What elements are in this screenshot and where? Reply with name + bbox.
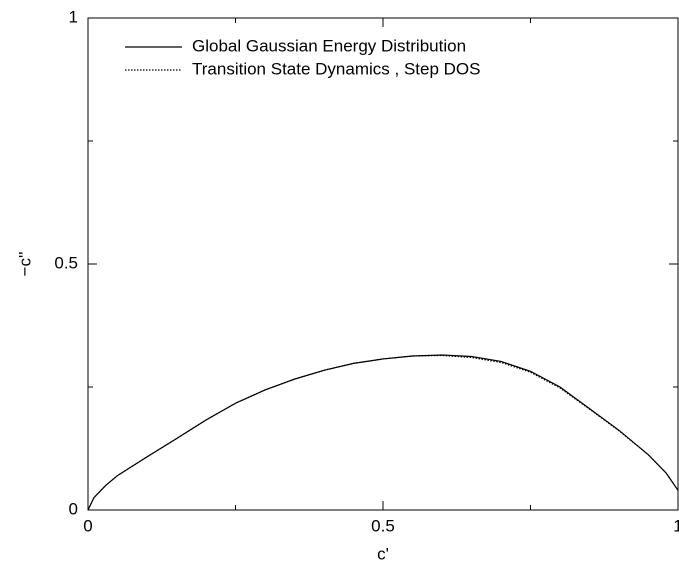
y-tick-label: 0 <box>69 499 78 518</box>
y-tick-label: 1 <box>69 7 78 26</box>
series-line <box>87 354 679 511</box>
plot-frame <box>87 17 679 511</box>
x-tick-label: 0 <box>83 516 92 535</box>
x-tick-label: 0.5 <box>371 516 395 535</box>
series-line <box>87 354 679 511</box>
y-axis-label: −c'' <box>15 252 34 277</box>
x-axis-label: c' <box>377 544 389 563</box>
legend-label: Global Gaussian Energy Distribution <box>192 36 466 55</box>
x-tick-label: 1 <box>673 516 679 535</box>
y-tick-label: 0.5 <box>54 253 78 272</box>
legend-label: Transition State Dynamics , Step DOS <box>192 59 480 78</box>
